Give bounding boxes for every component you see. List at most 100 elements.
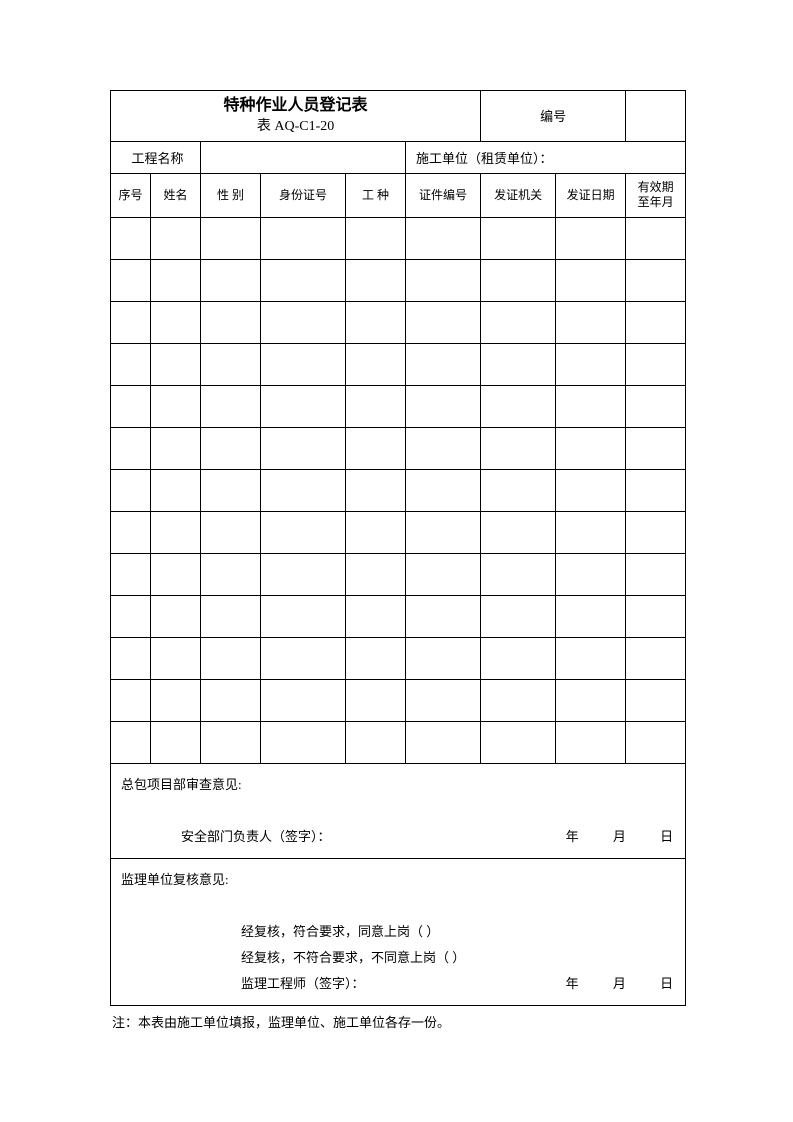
- table-cell[interactable]: [261, 259, 346, 301]
- table-cell[interactable]: [111, 469, 151, 511]
- table-cell[interactable]: [481, 511, 556, 553]
- table-cell[interactable]: [111, 301, 151, 343]
- table-cell[interactable]: [346, 301, 406, 343]
- table-cell[interactable]: [556, 511, 626, 553]
- table-cell[interactable]: [201, 427, 261, 469]
- table-cell[interactable]: [556, 217, 626, 259]
- table-cell[interactable]: [346, 427, 406, 469]
- table-cell[interactable]: [556, 469, 626, 511]
- table-cell[interactable]: [151, 595, 201, 637]
- table-cell[interactable]: [201, 301, 261, 343]
- table-cell[interactable]: [346, 721, 406, 763]
- table-cell[interactable]: [201, 511, 261, 553]
- table-cell[interactable]: [151, 511, 201, 553]
- table-cell[interactable]: [151, 259, 201, 301]
- table-cell[interactable]: [111, 721, 151, 763]
- table-cell[interactable]: [261, 679, 346, 721]
- table-cell[interactable]: [481, 301, 556, 343]
- number-value[interactable]: [626, 91, 686, 142]
- review2-cell[interactable]: 监理单位复核意见: 经复核，符合要求，同意上岗（ ） 经复核，不符合要求，不同意…: [111, 858, 686, 1005]
- table-cell[interactable]: [201, 637, 261, 679]
- table-cell[interactable]: [261, 385, 346, 427]
- table-cell[interactable]: [346, 217, 406, 259]
- table-cell[interactable]: [151, 553, 201, 595]
- table-cell[interactable]: [151, 217, 201, 259]
- table-cell[interactable]: [556, 301, 626, 343]
- table-cell[interactable]: [556, 595, 626, 637]
- table-cell[interactable]: [556, 637, 626, 679]
- table-cell[interactable]: [201, 553, 261, 595]
- table-cell[interactable]: [261, 427, 346, 469]
- table-cell[interactable]: [556, 553, 626, 595]
- table-cell[interactable]: [261, 469, 346, 511]
- table-cell[interactable]: [626, 385, 686, 427]
- table-cell[interactable]: [201, 217, 261, 259]
- table-cell[interactable]: [626, 301, 686, 343]
- table-cell[interactable]: [261, 595, 346, 637]
- table-cell[interactable]: [626, 679, 686, 721]
- table-cell[interactable]: [626, 469, 686, 511]
- table-cell[interactable]: [556, 343, 626, 385]
- table-cell[interactable]: [406, 469, 481, 511]
- table-cell[interactable]: [481, 553, 556, 595]
- table-cell[interactable]: [201, 469, 261, 511]
- table-cell[interactable]: [556, 721, 626, 763]
- table-cell[interactable]: [481, 259, 556, 301]
- table-cell[interactable]: [261, 637, 346, 679]
- table-cell[interactable]: [481, 679, 556, 721]
- table-cell[interactable]: [346, 343, 406, 385]
- table-cell[interactable]: [626, 427, 686, 469]
- table-cell[interactable]: [151, 721, 201, 763]
- table-cell[interactable]: [111, 259, 151, 301]
- table-cell[interactable]: [151, 679, 201, 721]
- table-cell[interactable]: [111, 427, 151, 469]
- review1-cell[interactable]: 总包项目部审查意见: 安全部门负责人（签字）： 年 月 日: [111, 763, 686, 858]
- table-cell[interactable]: [111, 637, 151, 679]
- table-cell[interactable]: [346, 637, 406, 679]
- table-cell[interactable]: [151, 301, 201, 343]
- table-cell[interactable]: [151, 637, 201, 679]
- table-cell[interactable]: [481, 343, 556, 385]
- table-cell[interactable]: [406, 679, 481, 721]
- table-cell[interactable]: [151, 469, 201, 511]
- table-cell[interactable]: [346, 259, 406, 301]
- table-cell[interactable]: [406, 511, 481, 553]
- table-cell[interactable]: [481, 721, 556, 763]
- table-cell[interactable]: [556, 385, 626, 427]
- table-cell[interactable]: [556, 427, 626, 469]
- table-cell[interactable]: [151, 385, 201, 427]
- table-cell[interactable]: [406, 595, 481, 637]
- table-cell[interactable]: [626, 637, 686, 679]
- table-cell[interactable]: [626, 595, 686, 637]
- table-cell[interactable]: [481, 427, 556, 469]
- table-cell[interactable]: [151, 427, 201, 469]
- table-cell[interactable]: [626, 259, 686, 301]
- table-cell[interactable]: [626, 511, 686, 553]
- table-cell[interactable]: [346, 553, 406, 595]
- table-cell[interactable]: [261, 301, 346, 343]
- table-cell[interactable]: [481, 217, 556, 259]
- table-cell[interactable]: [346, 511, 406, 553]
- table-cell[interactable]: [111, 679, 151, 721]
- table-cell[interactable]: [261, 511, 346, 553]
- table-cell[interactable]: [346, 679, 406, 721]
- table-cell[interactable]: [111, 511, 151, 553]
- table-cell[interactable]: [626, 553, 686, 595]
- table-cell[interactable]: [111, 217, 151, 259]
- table-cell[interactable]: [626, 343, 686, 385]
- table-cell[interactable]: [406, 301, 481, 343]
- table-cell[interactable]: [261, 553, 346, 595]
- table-cell[interactable]: [261, 721, 346, 763]
- table-cell[interactable]: [201, 595, 261, 637]
- table-cell[interactable]: [406, 259, 481, 301]
- table-cell[interactable]: [626, 217, 686, 259]
- table-cell[interactable]: [556, 679, 626, 721]
- table-cell[interactable]: [406, 217, 481, 259]
- table-cell[interactable]: [201, 721, 261, 763]
- table-cell[interactable]: [626, 721, 686, 763]
- table-cell[interactable]: [111, 553, 151, 595]
- table-cell[interactable]: [481, 637, 556, 679]
- table-cell[interactable]: [481, 469, 556, 511]
- table-cell[interactable]: [406, 637, 481, 679]
- table-cell[interactable]: [556, 259, 626, 301]
